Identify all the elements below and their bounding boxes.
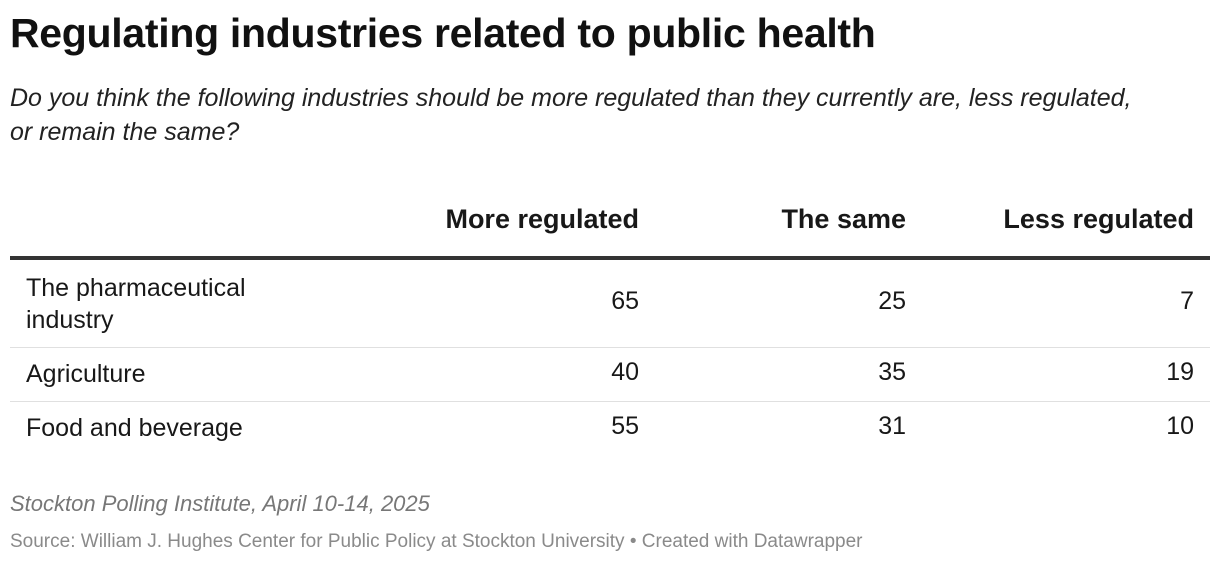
data-table: More regulated The same Less regulated T… [10,190,1210,456]
table-row: The pharmaceutical industry 65 25 7 [10,260,1210,348]
footer-source: Source: William J. Hughes Center for Pub… [10,531,863,552]
column-header-the-same: The same [781,204,906,234]
cell-value: 65 [611,287,639,315]
footer-note: Stockton Polling Institute, April 10-14,… [10,491,430,516]
cell-value: 25 [878,287,906,315]
cell-value: 19 [1166,358,1194,386]
chart-title: Regulating industries related to public … [10,10,876,56]
cell-value: 31 [878,412,906,440]
row-label: Agriculture [26,360,146,388]
table-row: Food and beverage 55 31 10 [10,402,1210,456]
cell-value: 55 [611,412,639,440]
column-header-more-regulated: More regulated [445,204,639,234]
row-label: The pharmaceutical industry [26,274,246,334]
chart-subtitle: Do you think the following industries sh… [10,84,1132,146]
table-row: Agriculture 40 35 19 [10,348,1210,402]
cell-value: 35 [878,358,906,386]
cell-value: 7 [1180,287,1194,315]
cell-value: 10 [1166,412,1194,440]
cell-value: 40 [611,358,639,386]
table-header: More regulated The same Less regulated [10,190,1210,260]
row-label: Food and beverage [26,414,243,442]
column-header-less-regulated: Less regulated [1003,204,1194,234]
